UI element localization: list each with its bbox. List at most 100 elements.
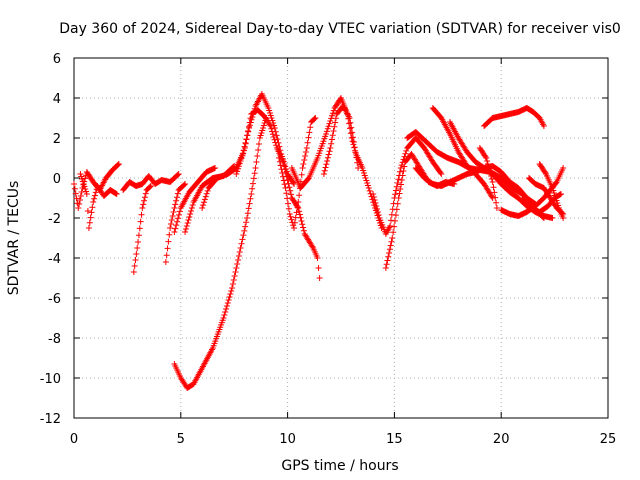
data-point — [135, 239, 142, 245]
data-point — [329, 132, 336, 139]
data-point — [71, 181, 77, 187]
data-point — [237, 245, 244, 251]
data-point — [276, 155, 283, 161]
x-tick-label: 10 — [279, 432, 296, 447]
data-point — [173, 197, 180, 204]
data-point — [234, 261, 241, 267]
data-point — [299, 221, 306, 228]
y-tick-label: 4 — [53, 92, 61, 107]
data-point — [240, 232, 247, 239]
data-point — [147, 183, 154, 189]
data-point — [266, 121, 273, 128]
data-point — [73, 195, 80, 202]
data-point — [166, 231, 173, 238]
data-point — [288, 191, 295, 198]
data-point — [560, 211, 567, 217]
data-point — [268, 125, 275, 132]
data-point — [324, 154, 331, 161]
data-point — [387, 223, 394, 229]
data-point — [200, 199, 207, 206]
data-point — [173, 222, 180, 229]
data-point — [301, 157, 308, 163]
data-point — [223, 306, 230, 312]
series-track-m — [320, 103, 362, 177]
data-point — [300, 224, 307, 231]
data-point — [374, 209, 381, 215]
data-point — [273, 142, 280, 149]
data-point — [235, 165, 242, 172]
data-point — [348, 124, 355, 131]
data-point — [349, 129, 356, 136]
data-point — [175, 211, 182, 218]
data-point — [131, 263, 138, 269]
data-point — [188, 208, 195, 214]
series-track-y — [525, 175, 567, 217]
series-track-j — [171, 115, 270, 391]
data-point — [366, 187, 373, 194]
data-point — [267, 123, 274, 129]
data-point — [485, 164, 492, 170]
data-point — [491, 189, 498, 196]
series-track-f — [171, 165, 218, 235]
data-point — [92, 189, 99, 196]
data-point — [223, 303, 230, 309]
data-point — [227, 291, 234, 297]
data-point — [141, 197, 148, 204]
data-point — [115, 161, 122, 168]
data-point — [182, 181, 189, 187]
data-point — [374, 206, 381, 212]
data-point — [391, 223, 398, 230]
data-point — [392, 212, 399, 219]
data-point — [540, 123, 547, 129]
data-point — [138, 211, 145, 218]
data-point — [399, 172, 406, 179]
data-point — [278, 166, 285, 173]
data-point — [91, 192, 98, 199]
data-point — [288, 216, 295, 223]
data-point — [398, 177, 405, 183]
data-point — [488, 176, 495, 182]
data-point — [385, 253, 392, 260]
data-point — [390, 229, 397, 236]
data-point — [175, 171, 182, 177]
data-point — [115, 161, 122, 167]
data-point — [309, 243, 316, 250]
data-point — [403, 147, 410, 154]
data-point — [249, 185, 256, 192]
data-point — [351, 144, 358, 151]
data-point — [354, 159, 361, 166]
data-point — [311, 115, 318, 122]
data-point — [330, 128, 337, 134]
data-point — [88, 209, 95, 216]
data-point — [225, 297, 232, 303]
data-point — [482, 153, 489, 160]
data-point — [330, 107, 337, 114]
data-point — [352, 149, 359, 156]
data-point — [350, 139, 357, 145]
data-point — [247, 195, 254, 202]
data-point — [329, 112, 336, 119]
data-point — [185, 217, 192, 223]
data-point — [204, 187, 211, 194]
data-point — [269, 131, 276, 138]
data-point — [252, 165, 259, 171]
x-tick-label: 15 — [386, 432, 403, 447]
data-point — [248, 191, 255, 197]
data-point — [560, 165, 567, 171]
data-point — [253, 159, 260, 165]
data-point — [203, 190, 210, 197]
data-point — [392, 191, 399, 198]
data-point — [393, 206, 400, 213]
data-point — [176, 208, 183, 215]
data-point — [245, 123, 252, 130]
data-point — [292, 214, 299, 221]
data-point — [231, 273, 238, 279]
data-point — [382, 265, 389, 271]
data-point — [170, 209, 177, 215]
x-tick-label: 0 — [70, 432, 78, 447]
data-point — [240, 150, 247, 157]
data-point — [272, 139, 279, 146]
data-point — [349, 134, 356, 141]
data-point — [75, 205, 82, 211]
data-point — [373, 203, 380, 209]
